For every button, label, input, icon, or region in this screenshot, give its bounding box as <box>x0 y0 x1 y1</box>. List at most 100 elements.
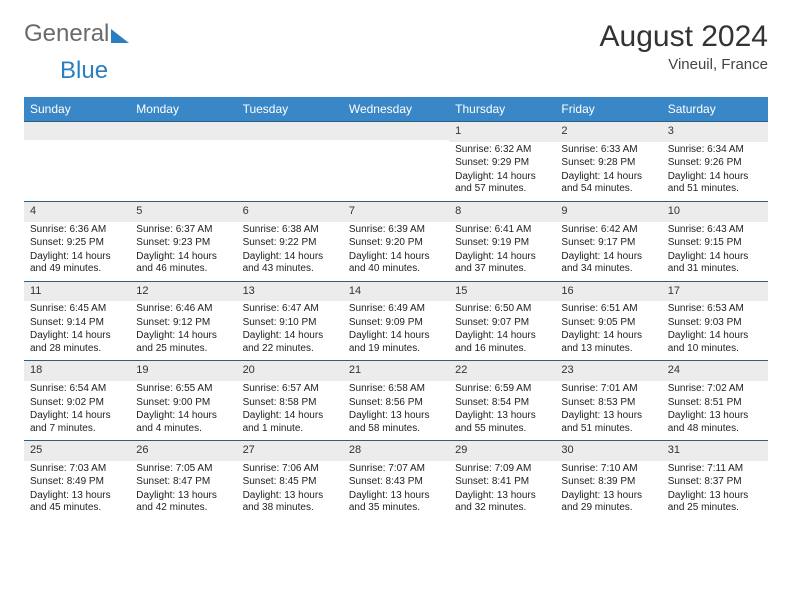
day-details: Sunrise: 6:55 AMSunset: 9:00 PMDaylight:… <box>130 381 236 440</box>
calendar-cell: 6Sunrise: 6:38 AMSunset: 9:22 PMDaylight… <box>237 202 343 281</box>
calendar-cell <box>343 122 449 201</box>
day-number: 8 <box>449 202 555 222</box>
day-details: Sunrise: 6:41 AMSunset: 9:19 PMDaylight:… <box>449 222 555 281</box>
calendar-cell: 3Sunrise: 6:34 AMSunset: 9:26 PMDaylight… <box>662 122 768 201</box>
calendar-cell: 16Sunrise: 6:51 AMSunset: 9:05 PMDayligh… <box>555 282 661 361</box>
day-number: 24 <box>662 361 768 381</box>
sunrise-line: Sunrise: 6:39 AM <box>349 224 443 237</box>
day-details: Sunrise: 6:49 AMSunset: 9:09 PMDaylight:… <box>343 301 449 360</box>
daylight-line: Daylight: 14 hours and 34 minutes. <box>561 251 655 276</box>
calendar-cell: 18 Sunrise: 6:54 AMSunset: 9:02 PMDayligh… <box>24 361 130 440</box>
sunset-line: Sunset: 9:15 PM <box>668 237 762 250</box>
sunrise-line: Sunrise: 7:11 AM <box>668 463 762 476</box>
day-number: 29 <box>449 441 555 461</box>
daylight-line: Daylight: 13 hours and 25 minutes. <box>668 490 762 515</box>
sunrise-line: Sunrise: 6:38 AM <box>243 224 337 237</box>
sunrise-line: Sunrise: 6:55 AM <box>136 383 230 396</box>
day-details: Sunrise: 6:32 AMSunset: 9:29 PMDaylight:… <box>449 142 555 201</box>
weekday-header: Tuesday <box>237 97 343 121</box>
sunset-line: Sunset: 9:05 PM <box>561 317 655 330</box>
day-details: Sunrise: 6:59 AMSunset: 8:54 PMDaylight:… <box>449 381 555 440</box>
calendar-cell: 22Sunrise: 6:59 AMSunset: 8:54 PMDayligh… <box>449 361 555 440</box>
calendar-cell: 29Sunrise: 7:09 AMSunset: 8:41 PMDayligh… <box>449 441 555 520</box>
daylight-line: Daylight: 14 hours and 19 minutes. <box>349 330 443 355</box>
day-details: Sunrise: 6:53 AMSunset: 9:03 PMDaylight:… <box>662 301 768 360</box>
day-number <box>343 122 449 140</box>
daylight-line: Daylight: 13 hours and 48 minutes. <box>668 410 762 435</box>
daylight-line: Daylight: 14 hours and 7 minutes. <box>30 410 124 435</box>
calendar-cell: 4Sunrise: 6:36 AMSunset: 9:25 PMDaylight… <box>24 202 130 281</box>
calendar-cell <box>237 122 343 201</box>
calendar-cell: 20Sunrise: 6:57 AMSunset: 8:58 PMDayligh… <box>237 361 343 440</box>
weekday-header-row: Sunday Monday Tuesday Wednesday Thursday… <box>24 97 768 121</box>
day-details: Sunrise: 7:03 AMSunset: 8:49 PMDaylight:… <box>24 461 130 520</box>
sunset-line: Sunset: 9:10 PM <box>243 317 337 330</box>
day-details: Sunrise: 6:43 AMSunset: 9:15 PMDaylight:… <box>662 222 768 281</box>
daylight-line: Daylight: 13 hours and 32 minutes. <box>455 490 549 515</box>
daylight-line: Daylight: 14 hours and 57 minutes. <box>455 171 549 196</box>
day-number: 31 <box>662 441 768 461</box>
daylight-line: Daylight: 13 hours and 55 minutes. <box>455 410 549 435</box>
sunrise-line: Sunrise: 6:43 AM <box>668 224 762 237</box>
day-details: Sunrise: 7:07 AMSunset: 8:43 PMDaylight:… <box>343 461 449 520</box>
sunset-line: Sunset: 8:47 PM <box>136 476 230 489</box>
sunrise-line: Sunrise: 6:58 AM <box>349 383 443 396</box>
sunset-line: Sunset: 9:19 PM <box>455 237 549 250</box>
sunset-line: Sunset: 9:26 PM <box>668 157 762 170</box>
day-number: 17 <box>662 282 768 302</box>
daylight-line: Daylight: 14 hours and 10 minutes. <box>668 330 762 355</box>
day-details: Sunrise: 7:06 AMSunset: 8:45 PMDaylight:… <box>237 461 343 520</box>
sunset-line: Sunset: 9:09 PM <box>349 317 443 330</box>
calendar-cell: 8Sunrise: 6:41 AMSunset: 9:19 PMDaylight… <box>449 202 555 281</box>
sunrise-line: Sunrise: 7:01 AM <box>561 383 655 396</box>
daylight-line: Daylight: 14 hours and 37 minutes. <box>455 251 549 276</box>
sunset-line: Sunset: 8:39 PM <box>561 476 655 489</box>
calendar-cell: 9Sunrise: 6:42 AMSunset: 9:17 PMDaylight… <box>555 202 661 281</box>
calendar-cell: 5Sunrise: 6:37 AMSunset: 9:23 PMDaylight… <box>130 202 236 281</box>
calendar-grid: 1Sunrise: 6:32 AMSunset: 9:29 PMDaylight… <box>24 121 768 520</box>
daylight-line: Daylight: 14 hours and 46 minutes. <box>136 251 230 276</box>
daylight-line: Daylight: 14 hours and 22 minutes. <box>243 330 337 355</box>
day-details <box>237 140 343 146</box>
day-details: Sunrise: 6:36 AMSunset: 9:25 PMDaylight:… <box>24 222 130 281</box>
day-number: 14 <box>343 282 449 302</box>
day-details: Sunrise: 6:38 AMSunset: 9:22 PMDaylight:… <box>237 222 343 281</box>
day-details: Sunrise: 7:05 AMSunset: 8:47 PMDaylight:… <box>130 461 236 520</box>
calendar-cell: 17Sunrise: 6:53 AMSunset: 9:03 PMDayligh… <box>662 282 768 361</box>
calendar-cell: 26Sunrise: 7:05 AMSunset: 8:47 PMDayligh… <box>130 441 236 520</box>
sunset-line: Sunset: 9:29 PM <box>455 157 549 170</box>
day-details <box>343 140 449 146</box>
calendar-cell: 24Sunrise: 7:02 AMSunset: 8:51 PMDayligh… <box>662 361 768 440</box>
sunrise-line: Sunrise: 6:42 AM <box>561 224 655 237</box>
daylight-line: Daylight: 13 hours and 38 minutes. <box>243 490 337 515</box>
daylight-line: Daylight: 14 hours and 13 minutes. <box>561 330 655 355</box>
sunset-line: Sunset: 8:53 PM <box>561 397 655 410</box>
sunrise-line: Sunrise: 6:33 AM <box>561 144 655 157</box>
day-details <box>130 140 236 146</box>
day-number: 13 <box>237 282 343 302</box>
day-number: 25 <box>24 441 130 461</box>
sunrise-line: Sunrise: 6:54 AM <box>30 383 124 396</box>
sunset-line: Sunset: 9:12 PM <box>136 317 230 330</box>
calendar-week: 11Sunrise: 6:45 AMSunset: 9:14 PMDayligh… <box>24 281 768 361</box>
weekday-header: Thursday <box>449 97 555 121</box>
calendar-week: 1Sunrise: 6:32 AMSunset: 9:29 PMDaylight… <box>24 121 768 201</box>
day-details: Sunrise: 6:58 AMSunset: 8:56 PMDaylight:… <box>343 381 449 440</box>
day-number: 11 <box>24 282 130 302</box>
logo: General <box>24 20 133 48</box>
day-number: 18 <box>24 361 130 381</box>
calendar-week: 18Sunrise: 6:54 AMSunset: 9:02 PMDayligh… <box>24 360 768 440</box>
sunset-line: Sunset: 9:02 PM <box>30 397 124 410</box>
day-details: Sunrise: 6:57 AMSunset: 8:58 PMDaylight:… <box>237 381 343 440</box>
daylight-line: Daylight: 14 hours and 40 minutes. <box>349 251 443 276</box>
calendar-cell: 19Sunrise: 6:55 AMSunset: 9:00 PMDayligh… <box>130 361 236 440</box>
daylight-line: Daylight: 14 hours and 51 minutes. <box>668 171 762 196</box>
sunset-line: Sunset: 8:37 PM <box>668 476 762 489</box>
daylight-line: Daylight: 14 hours and 31 minutes. <box>668 251 762 276</box>
sunset-line: Sunset: 9:22 PM <box>243 237 337 250</box>
day-number: 9 <box>555 202 661 222</box>
daylight-line: Daylight: 13 hours and 42 minutes. <box>136 490 230 515</box>
day-details: Sunrise: 6:45 AMSunset: 9:14 PMDaylight:… <box>24 301 130 360</box>
sunset-line: Sunset: 8:54 PM <box>455 397 549 410</box>
day-number: 12 <box>130 282 236 302</box>
